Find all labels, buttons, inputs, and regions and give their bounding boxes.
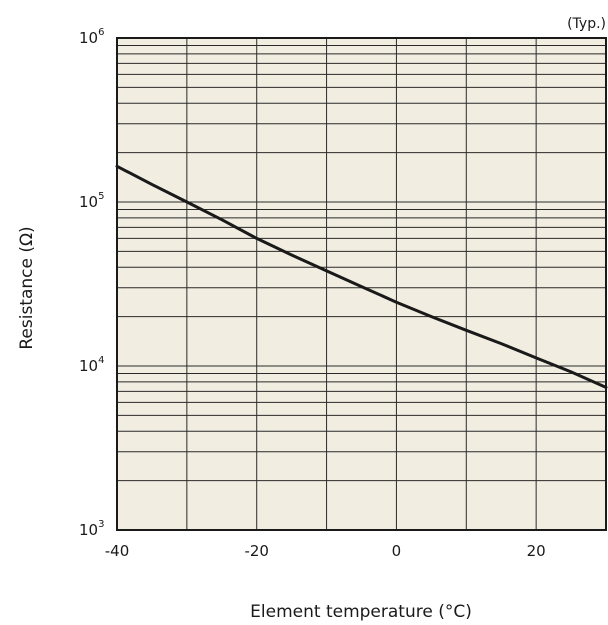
x-axis-title: Element temperature (°C) xyxy=(250,602,472,622)
plot-frame xyxy=(116,37,607,531)
y-tick-label: 106 xyxy=(79,27,104,47)
resistance-curve xyxy=(115,164,608,389)
y-tick-label: 104 xyxy=(79,355,104,375)
typ-note: (Typ.) xyxy=(567,16,606,32)
y-tick-label: 105 xyxy=(79,191,104,211)
y-axis-title: Resistance (Ω) xyxy=(17,226,37,349)
x-tick-label: -40 xyxy=(105,542,130,560)
plot-background xyxy=(117,38,606,530)
y-tick-label: 103 xyxy=(79,519,104,539)
y-tick-labels: 103 104 105 106 xyxy=(79,27,104,539)
x-tick-labels: -40 -20 0 20 xyxy=(105,542,546,560)
x-tick-label: -20 xyxy=(244,542,269,560)
x-tick-label: 0 xyxy=(392,542,402,560)
x-tick-label: 20 xyxy=(527,542,546,560)
